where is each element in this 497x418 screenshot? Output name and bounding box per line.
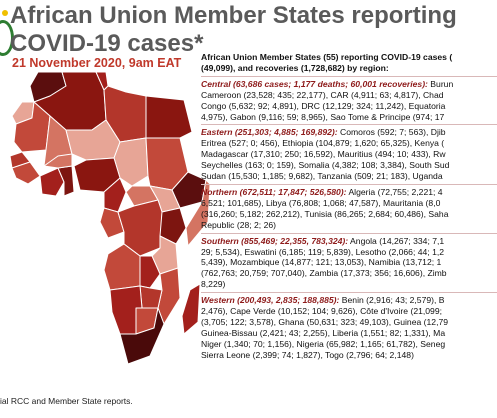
region-burkina [43, 153, 73, 169]
summary-text: African Union Member States (55) reporti… [201, 52, 497, 361]
region-northern-line-0: Algeria (72,755; 2,221; 4 [346, 186, 443, 197]
divider [201, 182, 497, 185]
region-madagascar [181, 283, 201, 335]
region-central-line: Central (63,686 cases; 1,177 deaths; 60,… [201, 79, 497, 90]
intro-line-2: (49,099), and recoveries (1,728,682) by … [201, 62, 389, 73]
region-western-line: Western (200,493, 2,835; 188,885): Benin… [201, 295, 497, 306]
title-line-2: COVID-19 cases* [10, 30, 204, 57]
region-cameroon [103, 177, 127, 213]
region-zambia [139, 255, 161, 289]
region-western-name: Western (200,493, 2,835; 188,885): [201, 295, 340, 306]
region-central-line-1: Cameroon (23,528; 435; 22,177), CAR (4,9… [201, 89, 444, 100]
divider [201, 231, 497, 234]
region-eastern-line-0: Comoros (592; 7; 563), Djib [337, 127, 446, 138]
source-note: ial RCC and Member State reports. [0, 396, 133, 406]
page-title: African Union Member States reporting CO… [10, 2, 497, 58]
region-western-line-2: (3,705; 122; 3,578), Ghana (50,631; 323;… [201, 316, 449, 327]
region-uganda-kenya [159, 207, 187, 245]
region-southern-line-3: (762,763; 20,759; 707,040), Zambia (17,3… [201, 268, 447, 279]
report-date: 21 November 2020, 9am EAT [12, 56, 182, 70]
region-eastern-line-1: Eritrea (527; 0; 456), Ethiopia (104,879… [201, 138, 445, 149]
region-eastern-line-4: Sudan (15,530; 1,185; 9,682), Tanzania (… [201, 171, 443, 182]
region-central-line-3: 4,975), Gabon (9,116; 59; 8,965), Sao To… [201, 111, 445, 122]
region-southern-line-0: Angola (14,267; 334; 7,1 [348, 235, 445, 246]
region-guinea [11, 161, 41, 185]
divider [201, 290, 497, 294]
region-egypt [145, 95, 193, 139]
region-northern-line: Northern (672,511; 17,847; 526,580): Alg… [201, 187, 497, 198]
region-gabon-congo [99, 207, 125, 239]
logo-dot [2, 10, 8, 16]
region-south-africa [119, 307, 165, 365]
au-logo [0, 10, 14, 56]
region-western-line-4: Niger (1,340; 70; 1,156), Nigeria (65,98… [201, 338, 446, 349]
divider [201, 74, 497, 77]
region-eastern-line-3: Seychelles (163; 0; 159), Somalia (4,382… [201, 160, 450, 171]
region-western-line-1: 2,476), Cape Verde (10,152; 104; 9,626),… [201, 306, 442, 317]
region-southern-line: Southern (855,469; 22,355, 783,324): Ang… [201, 236, 497, 247]
region-southern-line-2: 5,439), Mozambique (14,877; 121; 13,053)… [201, 257, 442, 268]
region-western-line-0: Benin (2,916; 43; 2,579), B [339, 295, 445, 306]
region-central-line-0: Burun [427, 78, 454, 89]
region-western-line-5: Sierra Leone (2,399; 74; 1,827), Togo (2… [201, 349, 414, 360]
region-zimbabwe [139, 285, 163, 309]
region-eastern-line: Eastern (251,303; 4,885; 169,892): Comor… [201, 127, 497, 138]
logo-ring [0, 20, 14, 56]
region-southern-name: Southern (855,469; 22,355, 783,324): [201, 235, 349, 246]
region-southern-line-1: 29; 5,534), Eswatini (6,185; 119; 5,839)… [201, 246, 445, 257]
region-central-name: Central (63,686 cases; 1,177 deaths; 60,… [201, 78, 428, 89]
divider [201, 122, 497, 126]
intro-line-1: African Union Member States (55) reporti… [201, 52, 453, 62]
region-northern-line-1: 6,521; 101,685), Libya (76,808; 1,068; 4… [201, 197, 441, 208]
region-northern-line-2: (316,260; 5,182; 262,212), Tunisia (86,2… [201, 208, 449, 219]
region-eastern-name: Eastern (251,303; 4,885; 169,892): [201, 127, 338, 138]
region-southern-line-4: 8,229) [201, 279, 226, 290]
region-northern-line-3: Republic (28; 2; 26) [201, 219, 276, 230]
region-northern-name: Northern (672,511; 17,847; 526,580): [201, 186, 347, 197]
region-eastern-line-2: Madagascar (17,310; 250; 16,592), Maurit… [201, 149, 446, 160]
title-line-1: African Union Member States reporting [10, 2, 457, 29]
region-cote-divoire [39, 167, 65, 197]
region-western-line-3: Guinea-Bissau (2,421; 43; 2,255), Liberi… [201, 327, 446, 338]
region-central-line-2: Congo (5,632; 92; 4,891), DRC (12,129; 3… [201, 100, 446, 111]
africa-map [9, 72, 210, 365]
